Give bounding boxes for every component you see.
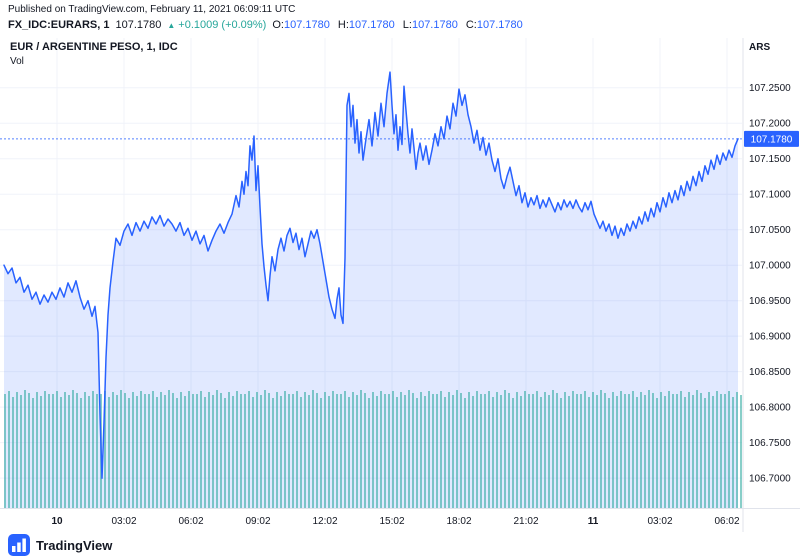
tradingview-wordmark: TradingView xyxy=(36,537,113,553)
last-price-value: 107.1780 xyxy=(115,19,162,31)
svg-text:106.9500: 106.9500 xyxy=(749,296,791,307)
svg-text:107.1000: 107.1000 xyxy=(749,190,791,201)
svg-text:03:02: 03:02 xyxy=(111,516,136,527)
symbol-info-bar: FX_IDC:EURARS, 1 107.1780 ▲ +0.1009 (+0.… xyxy=(8,19,523,31)
svg-text:106.7000: 106.7000 xyxy=(749,474,791,485)
symbol-name[interactable]: FX_IDC:EURARS, 1 xyxy=(8,19,110,31)
svg-text:107.1500: 107.1500 xyxy=(749,154,791,165)
svg-text:06:02: 06:02 xyxy=(178,516,203,527)
svg-text:21:02: 21:02 xyxy=(513,516,538,527)
up-arrow-icon: ▲ xyxy=(167,21,176,30)
chart-legend: EUR / ARGENTINE PESO, 1, IDC Vol xyxy=(10,41,178,68)
chart-legend-title[interactable]: EUR / ARGENTINE PESO, 1, IDC xyxy=(10,41,178,53)
chart-area: 107.2500 107.2000 107.1500 107.1000 107.0500… xyxy=(0,38,800,532)
svg-text:106.8500: 106.8500 xyxy=(749,367,791,378)
published-caption: Published on TradingView.com, February 1… xyxy=(8,4,296,15)
svg-text:106.9000: 106.9000 xyxy=(749,332,791,343)
svg-text:18:02: 18:02 xyxy=(446,516,471,527)
low-value: L:107.1780 xyxy=(402,19,458,31)
svg-text:12:02: 12:02 xyxy=(312,516,337,527)
price-change: ▲ +0.1009 (+0.09%) xyxy=(167,19,266,31)
open-value: O:107.1780 xyxy=(272,19,330,31)
tradingview-footer[interactable]: TradingView xyxy=(8,533,112,557)
svg-text:11: 11 xyxy=(588,516,599,527)
change-value: +0.1009 (+0.09%) xyxy=(178,19,267,31)
price-chart[interactable]: 107.2500 107.2000 107.1500 107.1000 107.0500… xyxy=(0,38,800,532)
svg-text:10: 10 xyxy=(51,516,63,527)
svg-text:106.7500: 106.7500 xyxy=(749,438,791,449)
svg-text:03:02: 03:02 xyxy=(647,516,672,527)
svg-text:107.2500: 107.2500 xyxy=(749,83,791,94)
svg-text:107.2000: 107.2000 xyxy=(749,119,791,130)
svg-text:06:02: 06:02 xyxy=(714,516,739,527)
tradingview-logo-icon xyxy=(8,534,30,556)
svg-text:106.8000: 106.8000 xyxy=(749,403,791,414)
volume-indicator-label[interactable]: Vol xyxy=(10,56,24,67)
ohlc-values: O:107.1780 H:107.1780 L:107.1780 C:107.1… xyxy=(272,19,522,31)
svg-text:09:02: 09:02 xyxy=(245,516,270,527)
svg-text:107.0500: 107.0500 xyxy=(749,225,791,236)
svg-text:107.0000: 107.0000 xyxy=(749,261,791,272)
svg-text:ARS: ARS xyxy=(749,42,770,53)
high-value: H:107.1780 xyxy=(337,19,395,31)
svg-text:15:02: 15:02 xyxy=(379,516,404,527)
svg-text:107.1780: 107.1780 xyxy=(751,134,793,145)
close-value: C:107.1780 xyxy=(465,19,523,31)
